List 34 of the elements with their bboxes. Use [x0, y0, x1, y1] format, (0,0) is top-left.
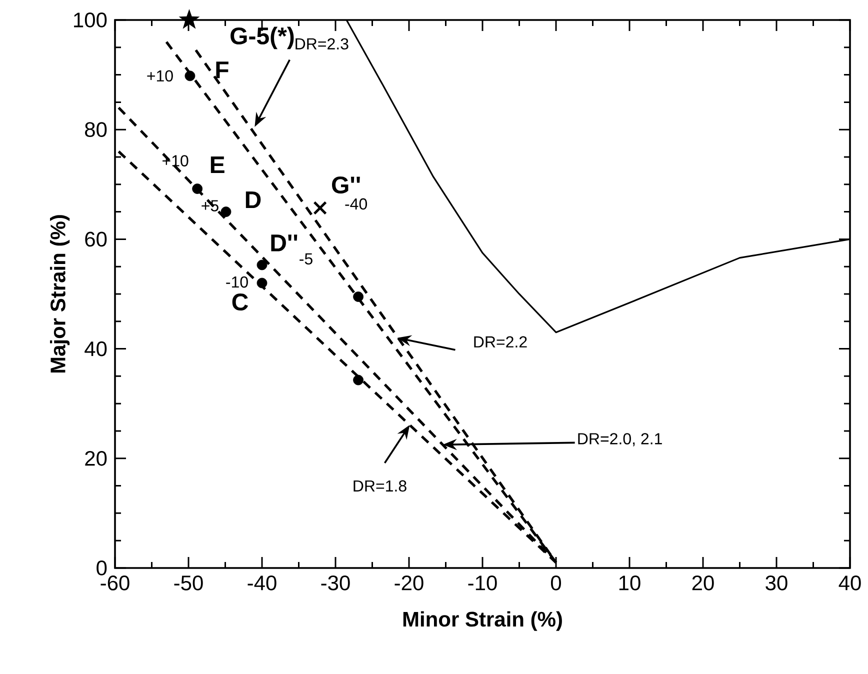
y-tick-label: 40: [84, 341, 107, 356]
annotation: DR=2.3: [296, 38, 348, 50]
x-tick-label: -40: [248, 576, 276, 590]
x-tick-label: -30: [321, 576, 350, 590]
x-tick-label: -10: [468, 576, 497, 590]
annotation: DR=2.2: [474, 336, 527, 348]
annotation: -40: [345, 198, 367, 210]
annotation: F: [216, 62, 228, 78]
y-tick-label: 80: [85, 122, 107, 138]
y-tick-label: 0: [96, 560, 107, 576]
x-tick-label: -50: [174, 576, 203, 590]
annotation: G'': [332, 176, 360, 194]
x-tick-label: -20: [394, 576, 424, 590]
annotation: DR=2.0, 2.1: [578, 433, 662, 446]
y-tick-label: 60: [85, 232, 107, 247]
annotation: +10: [147, 70, 173, 82]
annotation: E: [210, 156, 224, 174]
x-tick-label: 20: [692, 576, 714, 590]
y-tick-label: 20: [85, 450, 107, 466]
x-tick-label: 0: [550, 576, 562, 590]
x-tick-label: -60: [100, 576, 130, 590]
x-tick-label: 30: [766, 576, 788, 590]
annotation: -5: [300, 253, 312, 265]
x-tick-label: 10: [619, 576, 640, 590]
annotation: DR=1.8: [354, 480, 406, 492]
annotation: D'': [271, 234, 298, 252]
annotation: -10: [226, 276, 248, 288]
y-tick-label: 100: [74, 12, 107, 28]
y-axis-title: Major Strain (%): [50, 215, 70, 372]
x-tick-label: 40: [838, 576, 861, 590]
annotation: C: [232, 294, 248, 311]
annotation: D: [246, 192, 261, 208]
annotation: G-5(*): [230, 26, 294, 50]
x-axis-title: Minor Strain (%): [403, 611, 562, 631]
